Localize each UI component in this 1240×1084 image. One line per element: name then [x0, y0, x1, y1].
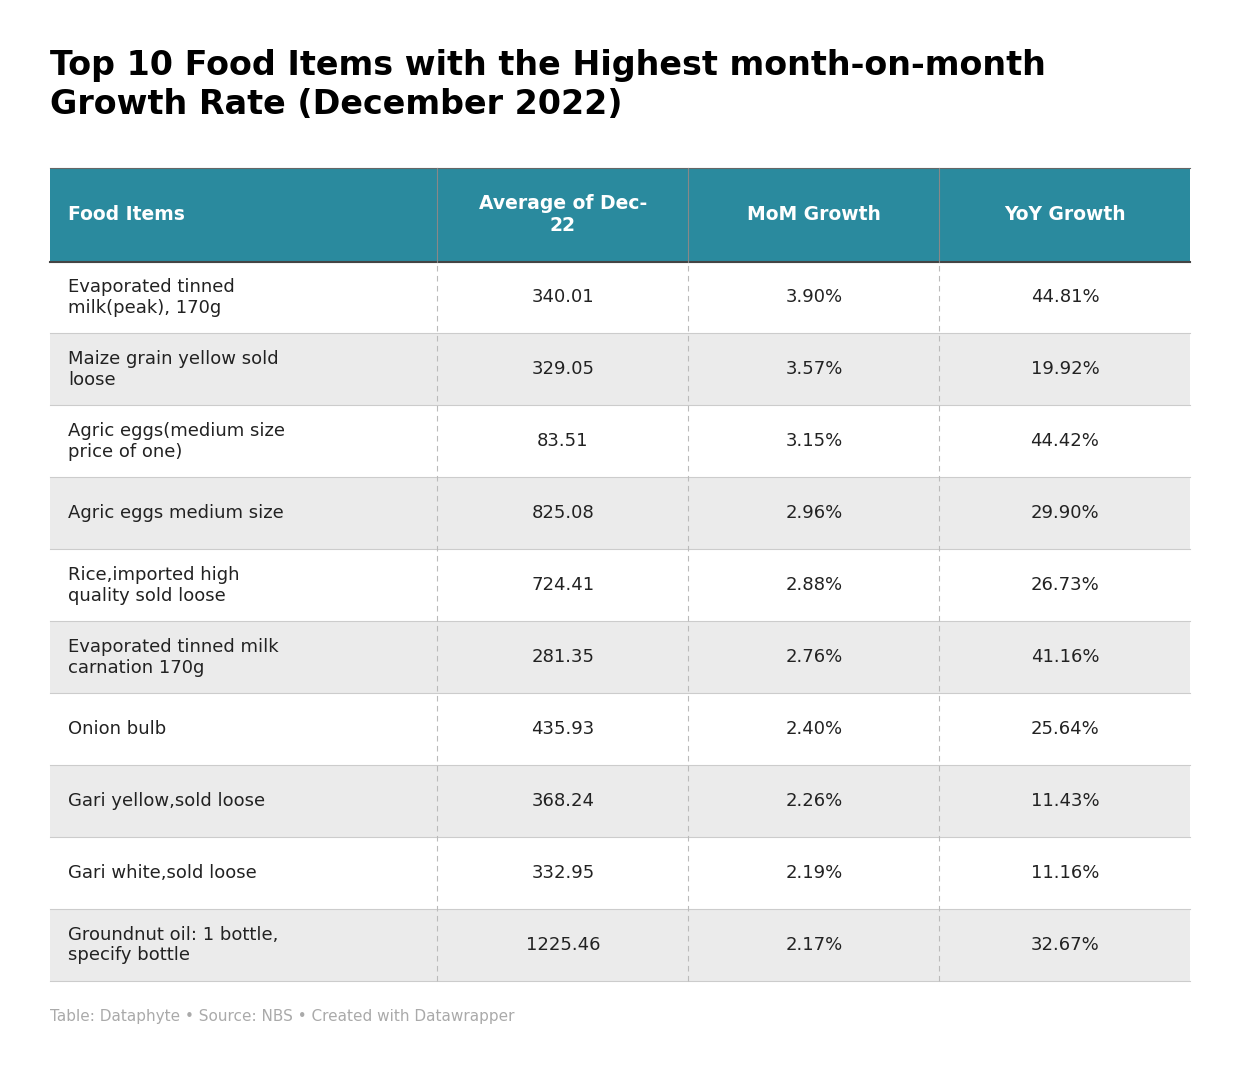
- Text: 2.19%: 2.19%: [785, 864, 842, 882]
- Text: MoM Growth: MoM Growth: [746, 205, 880, 224]
- Text: 2.40%: 2.40%: [785, 720, 842, 738]
- Text: 2.88%: 2.88%: [785, 577, 842, 594]
- Text: 29.90%: 29.90%: [1030, 504, 1099, 522]
- Text: Rice,imported high
quality sold loose: Rice,imported high quality sold loose: [68, 566, 239, 605]
- Text: Evaporated tinned
milk(peak), 170g: Evaporated tinned milk(peak), 170g: [68, 279, 234, 317]
- Text: Maize grain yellow sold
loose: Maize grain yellow sold loose: [68, 350, 279, 389]
- Text: 281.35: 281.35: [532, 648, 594, 667]
- Text: 1225.46: 1225.46: [526, 937, 600, 954]
- Bar: [50, 477, 1190, 550]
- Bar: [50, 334, 1190, 405]
- Text: 368.24: 368.24: [532, 792, 594, 810]
- Text: 2.76%: 2.76%: [785, 648, 842, 667]
- Text: 2.96%: 2.96%: [785, 504, 842, 522]
- Text: 25.64%: 25.64%: [1030, 720, 1100, 738]
- Bar: [50, 694, 1190, 765]
- Text: 44.42%: 44.42%: [1030, 433, 1100, 450]
- Text: Onion bulb: Onion bulb: [68, 720, 166, 738]
- Text: Agric eggs medium size: Agric eggs medium size: [68, 504, 284, 522]
- Text: 2.26%: 2.26%: [785, 792, 842, 810]
- Text: 41.16%: 41.16%: [1030, 648, 1099, 667]
- Text: 3.90%: 3.90%: [785, 288, 842, 307]
- Text: Groundnut oil: 1 bottle,
specify bottle: Groundnut oil: 1 bottle, specify bottle: [68, 926, 279, 965]
- Text: Evaporated tinned milk
carnation 170g: Evaporated tinned milk carnation 170g: [68, 637, 279, 676]
- Text: Table: Dataphyte • Source: NBS • Created with Datawrapper: Table: Dataphyte • Source: NBS • Created…: [50, 1009, 515, 1024]
- Text: 435.93: 435.93: [531, 720, 595, 738]
- Text: 11.43%: 11.43%: [1030, 792, 1099, 810]
- Bar: [50, 909, 1190, 981]
- Text: 11.16%: 11.16%: [1030, 864, 1099, 882]
- Bar: [50, 765, 1190, 837]
- Text: Average of Dec-
22: Average of Dec- 22: [479, 194, 647, 235]
- Text: 44.81%: 44.81%: [1030, 288, 1099, 307]
- Bar: [50, 261, 1190, 334]
- Bar: [50, 405, 1190, 477]
- Text: Top 10 Food Items with the Highest month-on-month
Growth Rate (December 2022): Top 10 Food Items with the Highest month…: [50, 49, 1045, 121]
- Text: 32.67%: 32.67%: [1030, 937, 1100, 954]
- Text: 2.17%: 2.17%: [785, 937, 842, 954]
- Text: 26.73%: 26.73%: [1030, 577, 1100, 594]
- Text: 340.01: 340.01: [532, 288, 594, 307]
- Text: Gari yellow,sold loose: Gari yellow,sold loose: [68, 792, 265, 810]
- Text: 19.92%: 19.92%: [1030, 361, 1100, 378]
- Text: Gari white,sold loose: Gari white,sold loose: [68, 864, 257, 882]
- Bar: [50, 837, 1190, 909]
- Text: Food Items: Food Items: [68, 205, 185, 224]
- Text: 332.95: 332.95: [531, 864, 595, 882]
- Text: YoY Growth: YoY Growth: [1004, 205, 1126, 224]
- Text: Agric eggs(medium size
price of one): Agric eggs(medium size price of one): [68, 422, 285, 461]
- Bar: [50, 168, 1190, 261]
- Text: 83.51: 83.51: [537, 433, 589, 450]
- Text: 724.41: 724.41: [532, 577, 594, 594]
- Bar: [50, 621, 1190, 694]
- Text: 329.05: 329.05: [532, 361, 594, 378]
- Text: 825.08: 825.08: [532, 504, 594, 522]
- Text: 3.57%: 3.57%: [785, 361, 843, 378]
- Text: 3.15%: 3.15%: [785, 433, 842, 450]
- Bar: [50, 550, 1190, 621]
